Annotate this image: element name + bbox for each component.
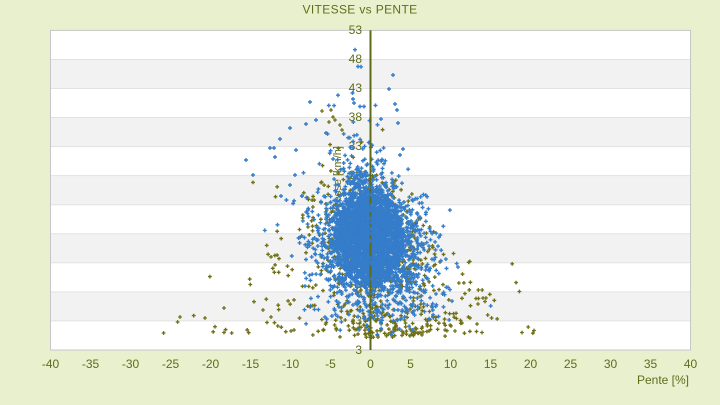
svg-text:-5: -5 (325, 357, 336, 371)
svg-text:30: 30 (604, 357, 618, 371)
svg-text:48: 48 (349, 52, 363, 66)
svg-text:40: 40 (684, 357, 698, 371)
svg-text:38: 38 (349, 110, 363, 124)
svg-text:3: 3 (355, 313, 362, 327)
svg-text:53: 53 (349, 23, 363, 37)
svg-text:-35: -35 (82, 357, 100, 371)
svg-text:5: 5 (407, 357, 414, 371)
svg-text:33: 33 (349, 139, 363, 153)
svg-text:3: 3 (355, 343, 362, 357)
svg-text:VITESSE vs PENTE: VITESSE vs PENTE (303, 3, 418, 17)
svg-text:35: 35 (644, 357, 658, 371)
svg-text:0: 0 (367, 357, 374, 371)
svg-text:25: 25 (564, 357, 578, 371)
svg-text:-15: -15 (242, 357, 260, 371)
svg-text:-30: -30 (122, 357, 140, 371)
svg-text:-25: -25 (162, 357, 180, 371)
svg-text:8: 8 (355, 284, 362, 298)
svg-text:-20: -20 (202, 357, 220, 371)
svg-text:15: 15 (484, 357, 498, 371)
svg-text:-10: -10 (282, 357, 300, 371)
svg-text:Pente [%]: Pente [%] (637, 373, 689, 387)
svg-text:10: 10 (444, 357, 458, 371)
svg-text:-40: -40 (42, 357, 60, 371)
svg-text:Vitesse [km/h]: Vitesse [km/h] (332, 146, 344, 215)
svg-text:20: 20 (524, 357, 538, 371)
